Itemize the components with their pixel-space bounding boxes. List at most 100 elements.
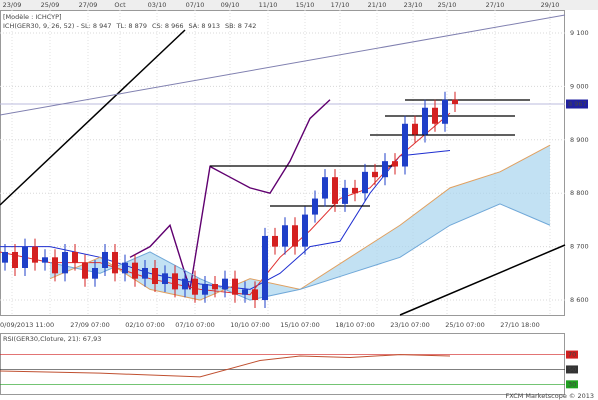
candle-body [332,177,338,204]
candle-body [312,198,318,215]
candle-body [142,267,148,279]
candle-body [32,246,38,263]
candle-body [272,235,278,247]
candle-body [172,273,178,290]
rsi-line [0,354,451,378]
candle-body [372,171,378,178]
price-label: 8 967 [568,100,587,108]
trend-line [0,14,566,116]
candle-body [392,161,398,167]
header-text: SA: 8 913 [189,22,220,30]
y-tick-label: 9 100 [570,29,589,37]
candle-body [102,251,108,268]
candle-body [212,284,218,290]
candle-body [12,251,18,268]
y-tick-label: 8 700 [570,243,589,251]
rsi-tick-label: 30 [568,380,576,388]
x-tick-label: 27/09 07:00 [70,321,110,329]
candle-body [72,251,78,263]
candle-body [442,99,448,124]
y-tick-label: 9 000 [570,82,589,90]
x-tick-label-top: 25/10 [438,1,457,9]
candle-body [322,177,328,199]
x-tick-label-top: 03/10 [148,1,167,9]
candle-body [162,273,168,285]
header-text: SB: 8 742 [225,22,256,30]
y-tick-label: 8 900 [570,136,589,144]
candle-body [302,214,308,247]
cloud [50,145,550,301]
candle-body [262,235,268,301]
header-text: ICH(GER30, 9, 26, 52) - SL: 8 947 [3,22,112,30]
candle-body [222,278,228,290]
candle-body [2,251,8,263]
x-tick-label-top: 27/10 [486,1,505,9]
cloud-fill [50,145,550,301]
candle-body [422,107,428,135]
x-tick-label-top: 23/10 [404,1,423,9]
rsi-tick-box [566,380,578,389]
header-text: CS: 8 966 [152,22,184,30]
y-tick-label: 8 800 [570,189,589,197]
candle-body [452,99,458,105]
indicator-line [49,203,551,301]
candle-body [62,251,68,274]
trend-lines [0,14,566,316]
x-tick-label: 07/10 07:00 [175,321,215,329]
candle-body [52,257,58,274]
grid [0,10,565,385]
x-tick-label-top: 15/10 [296,1,315,9]
trend-line [0,29,186,206]
rsi-tick-box [566,365,578,374]
candle-body [232,278,238,295]
candle-body [82,262,88,279]
candle-body [202,284,208,295]
trend-line [399,244,566,316]
candle-body [122,262,128,274]
header-text: TL: 8 879 [116,22,147,30]
x-tick-label: 15/10 07:00 [280,321,320,329]
x-tick-label-top: 29/10 [541,1,560,9]
x-tick-label-top: 25/09 [41,1,60,9]
footer: FXCM Marketscope © 2013 [505,392,594,400]
rsi-tick-label: 50 [568,365,576,373]
price-panel [0,10,565,316]
candle-body [292,225,298,247]
header-text: [Modèle : ICHCYP] [3,13,62,21]
candle-body [252,289,258,301]
candle-body [432,107,438,124]
indicator-line [129,99,331,290]
x-tick-label: 27/10 18:00 [500,321,540,329]
x-tick-label: 25/10 07:00 [445,321,485,329]
top-axis-strip [0,0,598,10]
candle-body [412,123,418,135]
candle-body [92,267,98,279]
price-box [566,99,588,109]
x-tick-label-top: 23/09 [3,1,22,9]
x-tick-label-top: Oct [114,1,126,9]
y-tick-label: 8 600 [570,296,589,304]
x-tick-label: 18/10 07:00 [335,321,375,329]
rsi-tick-label: 70 [568,351,576,359]
rsi-tick-box [566,350,578,359]
candle-body [42,257,48,263]
x-tick-label-top: 09/10 [221,1,240,9]
x-tick-label-top: 27/09 [79,1,98,9]
candle-body [362,171,368,194]
candle-body [402,123,408,167]
x-tick-label-top: 07/10 [186,1,205,9]
candle-body [282,225,288,247]
candle-body [132,262,138,279]
x-tick-label: 02/10 07:00 [125,321,165,329]
candle-body [192,278,198,295]
candle-body [152,267,158,285]
candle-body [112,251,118,274]
candle-body [342,187,348,204]
x-tick-label-top: 17/10 [331,1,350,9]
x-tick-label: 23/10 07:00 [390,321,430,329]
x-tick-label-top: 21/10 [368,1,387,9]
candle-body [242,289,248,295]
candle-body [382,161,388,178]
